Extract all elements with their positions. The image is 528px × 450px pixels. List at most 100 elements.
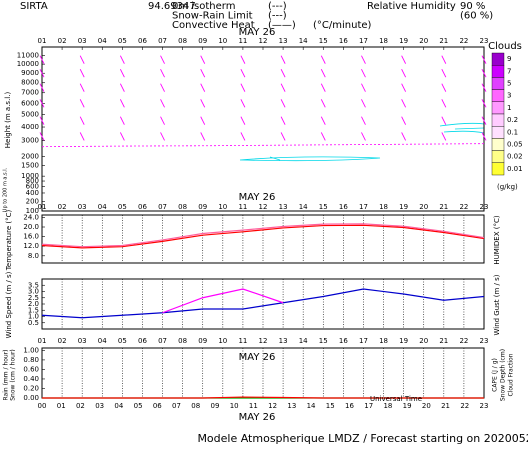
x-tick-label: 13 [287,402,296,410]
hour-label: 19 [399,37,408,45]
hour-label: 05 [118,37,127,45]
wind-barb [361,69,366,78]
hour-label: 01 [38,337,47,345]
y-tick-label: 600 [26,183,39,191]
x-tick-label: 18 [383,402,392,410]
hour-label: 16 [339,337,348,345]
y-tick-label: 24.0 [23,213,39,221]
y-tick-label: 5000 [21,111,39,119]
colorbar-swatch [491,52,505,66]
axis-label: Snow (cm / hour) [10,349,17,401]
series-line [42,396,484,399]
y-tick-label: 1.00 [23,346,39,354]
wind-barb [361,116,366,125]
hour-label: 19 [399,337,408,345]
y-tick-label: 16.0 [23,233,39,241]
x-tick-label: 09 [210,402,219,410]
colorbar-swatch [491,125,505,139]
wind-barb [240,83,246,92]
hour-label: 17 [359,37,368,45]
colorbar-swatch [491,89,505,102]
y-tick-label: 0.60 [23,365,39,373]
y-tick-label: 10000 [17,60,39,68]
wind-barb [160,55,165,64]
hour-label: 23 [480,37,489,45]
wind-barb [200,55,206,64]
y-tick-label: 0.00 [23,394,39,402]
wind-barb [361,132,366,141]
hour-label: 07 [158,337,167,345]
wind-barb [401,69,407,78]
hour-label: 05 [118,203,127,211]
colorbar-label: 0.02 [507,153,523,161]
hour-label: 12 [259,37,268,45]
hour-label: 06 [138,337,147,345]
x-tick-label: 23 [480,402,489,410]
wind-barb [39,83,45,92]
hour-label: 19 [399,203,408,211]
wind-barb [240,55,246,64]
wind-barb [320,83,326,92]
humidity-label: Relative Humidity [367,1,456,12]
x-tick-label: 01 [57,402,66,410]
wind-barb [240,116,246,125]
hour-label: 02 [58,37,67,45]
date-label: MAY 26 [239,27,276,38]
y-tick-label: 1000 [21,172,39,180]
humidity-level: (60 %) [460,11,493,22]
wind-barb [441,116,447,125]
wind-barb [280,55,286,64]
y-tick-label: 6000 [21,99,39,107]
wind-barb [200,83,206,92]
footer: Modele Atmospherique LMDZ / Forecast sta… [197,432,528,445]
wind-barb [119,69,125,78]
y-tick-label: 0.40 [23,375,39,383]
date-label: MAY 26 [239,352,276,363]
x-tick-label: 06 [153,402,162,410]
hour-label: 13 [279,37,288,45]
wind-barb [320,55,326,64]
hour-label: 12 [259,337,268,345]
hour-label: 14 [299,337,308,345]
y-tick-label: 800 [26,177,39,185]
x-tick-label: 19 [403,402,412,410]
y-tick-label: 200 [26,198,39,206]
y-tick-label: 0.80 [23,356,39,364]
y-tick-label: 9000 [21,69,39,77]
wind-barb [160,83,165,92]
wind-barb [481,116,487,125]
date-label: MAY 26 [239,412,276,423]
y-tick-label: 1500 [21,162,39,170]
wind-barb [79,132,85,141]
colorbar-swatch [491,77,505,90]
wind-barb [240,69,246,78]
wind-barb [240,99,246,108]
wind-barb [441,99,447,108]
hour-label: 08 [178,337,187,345]
x-tick-label: 03 [95,402,104,410]
series-line [162,288,284,314]
wind-barb [280,132,286,141]
wind-barb [401,99,407,108]
hour-label: 11 [238,37,247,45]
hour-label: 17 [359,203,368,211]
axis-label: Rain (mm / hour) [3,349,10,400]
wind-barb [200,132,206,141]
colorbar-swatch [491,150,505,164]
hour-label: 18 [379,203,388,211]
station: SIRTA [20,1,48,12]
axis-label: Wind Speed (m / s) [5,271,13,338]
legend-label: Convective Heat [172,20,255,31]
wind-barb [119,116,125,125]
y-tick-label: 3000 [21,137,39,145]
x-axis-label: Universal Time [370,395,422,403]
wind-barb [401,83,407,92]
hour-label: 08 [178,203,187,211]
y-tick-label: 0.20 [23,384,39,392]
series-line [41,143,485,148]
wind-barb [361,55,366,64]
wind-barb [119,99,125,108]
x-tick-label: 15 [326,402,335,410]
wind-barb [160,99,165,108]
